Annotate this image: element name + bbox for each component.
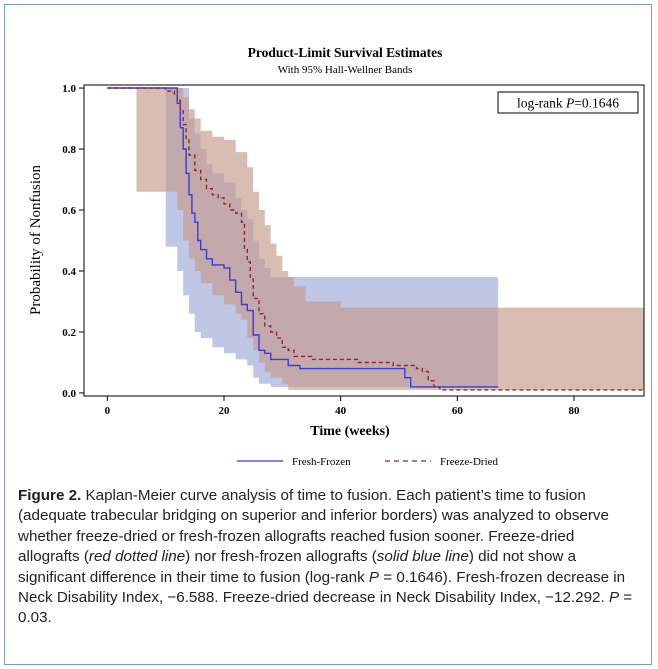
x-tick-label: 40	[335, 405, 347, 417]
x-tick-label: 80	[569, 405, 581, 417]
plot-frame	[83, 84, 645, 397]
legend: Fresh-Frozen Freeze-Dried	[237, 456, 499, 468]
x-axis-label: Time (weeks)	[310, 424, 390, 439]
figure-caption: Figure 2. Kaplan-Meier curve analysis of…	[18, 486, 640, 629]
x-tick-label: 20	[219, 405, 231, 417]
y-tick-label: 1.0	[62, 83, 76, 95]
y-tick-label: 0.6	[62, 205, 76, 217]
y-tick-label: 0.0	[62, 388, 76, 400]
km-chart: Product-Limit Survival Estimates With 95…	[28, 45, 645, 468]
survival-curve-freeze-dried	[107, 87, 644, 391]
caption-text-4: = 0.1646). Fresh-frozen decrease in Neck…	[18, 568, 626, 607]
svg-text:log-rank P=0.1646: log-rank P=0.1646	[517, 96, 619, 111]
caption-text-1: Kaplan-Meier curve analysis of time to f…	[18, 487, 609, 566]
caption-text-3: ) did not show a significant difference …	[18, 548, 577, 586]
x-tick-label: 0	[105, 405, 111, 417]
chart-title: Product-Limit Survival Estimates	[248, 45, 443, 60]
y-tick-label: 0.4	[62, 266, 76, 278]
confidence-band-freeze-dried	[136, 88, 644, 393]
legend-fresh-frozen-label: Fresh-Frozen	[292, 456, 351, 468]
chart-subtitle: With 95% Hall-Wellner Bands	[278, 64, 413, 76]
caption-label: Figure 2.	[18, 487, 82, 504]
caption-italic-1: red dotted line	[88, 548, 186, 566]
y-tick-label: 0.8	[62, 144, 76, 156]
y-tick-label: 0.2	[62, 327, 76, 339]
x-tick-label: 60	[452, 405, 464, 417]
caption-italic-2: solid blue line	[376, 548, 469, 566]
annotation-prefix: log-rank	[517, 96, 566, 111]
legend-freeze-dried-label: Freeze-Dried	[440, 456, 499, 468]
survival-curve-fresh-frozen	[107, 87, 499, 388]
caption-p-2: P	[608, 589, 620, 607]
axes: 0 20 40 60 80 0.0 0.2 0.4 0.6 0.8 1.0	[62, 83, 580, 417]
y-axis-label: Probability of Nonfusion	[28, 165, 44, 315]
annotation-box: log-rank P=0.1646	[497, 91, 639, 114]
annotation-value: =0.1646	[574, 96, 619, 111]
caption-text-5: = 0.03.	[18, 589, 633, 627]
plot-area	[107, 87, 644, 393]
caption-p-1: P	[368, 568, 380, 586]
caption-text-2: ) nor fresh-frozen allografts (	[185, 548, 377, 566]
annotation-p: P	[565, 96, 574, 111]
